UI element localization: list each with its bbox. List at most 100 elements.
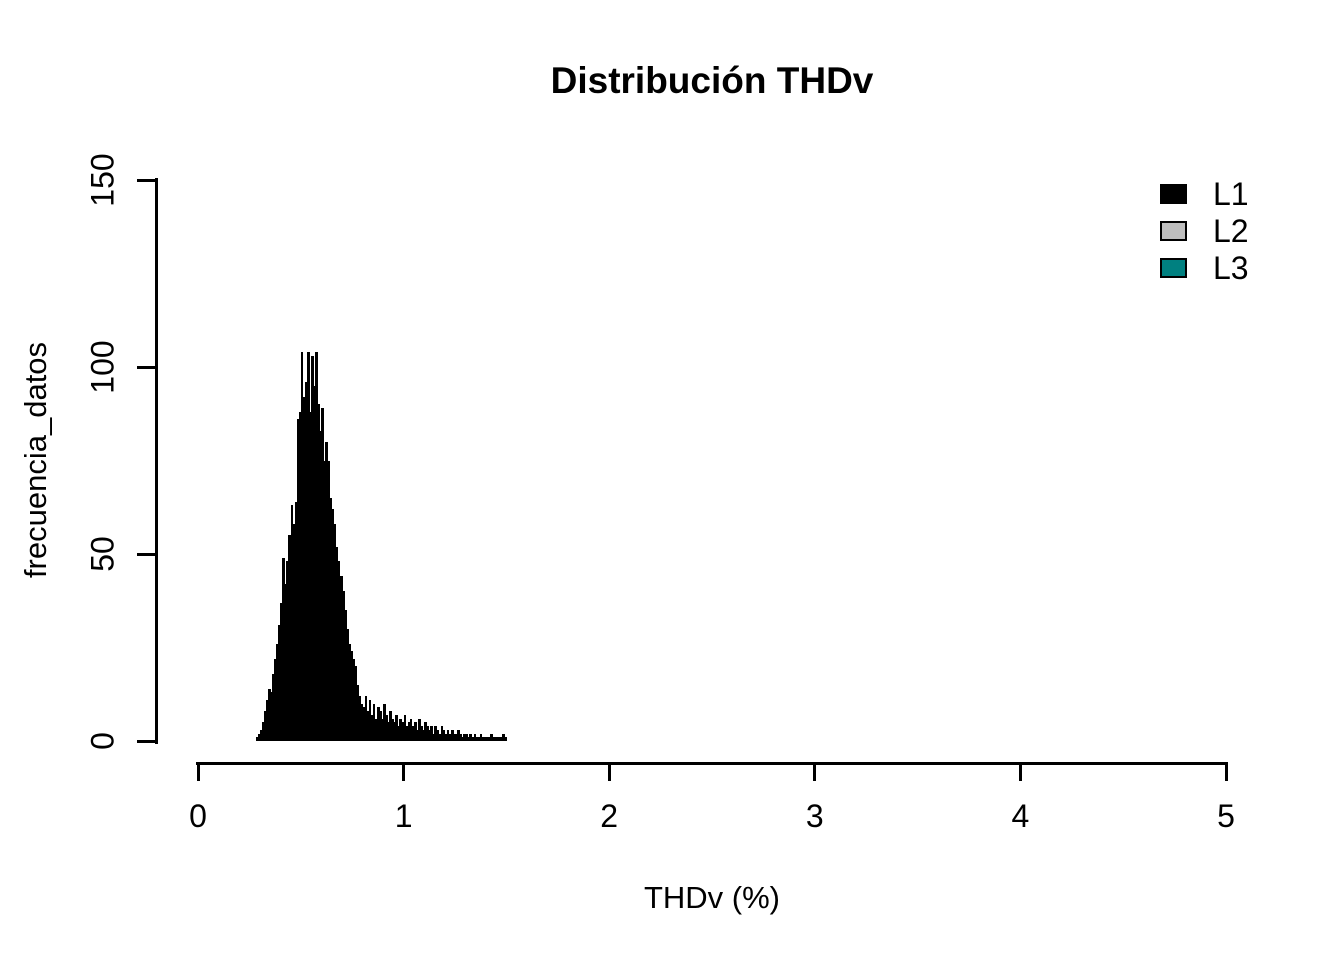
histogram-bar	[309, 411, 312, 741]
histogram-bar	[306, 352, 310, 741]
histogram-bar	[364, 696, 368, 741]
histogram-bar	[292, 524, 296, 741]
histogram-bar	[434, 726, 438, 741]
histogram-bar	[496, 737, 499, 741]
histogram-bar	[350, 651, 353, 741]
histogram-bar	[378, 711, 382, 741]
x-tick	[813, 763, 817, 781]
histogram-bar	[294, 501, 298, 741]
x-tick	[402, 763, 406, 781]
legend-item-l2: L2	[1160, 213, 1249, 249]
histogram-bar	[475, 737, 479, 741]
histogram-bar	[370, 714, 374, 741]
histogram-bar	[411, 726, 415, 741]
histogram-bar	[432, 733, 436, 741]
x-tick	[196, 763, 200, 781]
histogram-bar	[335, 546, 339, 741]
histogram-bar	[346, 628, 349, 741]
histogram-bar	[473, 733, 477, 741]
histogram-bar	[317, 404, 320, 741]
histogram-bar	[399, 718, 403, 741]
histogram-bar	[257, 733, 261, 741]
histogram-bar	[481, 737, 485, 741]
histogram-bar	[348, 643, 351, 741]
legend-item-l1: L1	[1160, 176, 1249, 212]
histogram-bar	[502, 733, 505, 741]
y-tick-label: 50	[84, 536, 121, 572]
histogram-bar	[440, 726, 444, 741]
histogram-bar	[492, 737, 495, 741]
histogram-bar	[282, 557, 285, 741]
chart-title: Distribución THDv	[550, 60, 874, 101]
y-tick	[137, 739, 155, 743]
histogram-bar	[393, 722, 396, 741]
legend-label: L1	[1213, 176, 1249, 212]
histogram-bar	[296, 419, 300, 741]
histogram-bar	[288, 535, 292, 741]
histogram-bar	[337, 561, 341, 741]
histogram-bar	[442, 729, 446, 741]
histogram-bar	[302, 396, 306, 741]
histogram-bar	[354, 666, 357, 741]
y-tick-label: 100	[84, 340, 121, 394]
histogram-bar	[261, 722, 265, 741]
histogram-bar	[376, 707, 380, 741]
histogram-bar	[487, 737, 491, 741]
legend-label: L2	[1213, 213, 1249, 249]
histogram-bar	[467, 737, 470, 741]
histogram-bar	[267, 688, 271, 741]
histogram-bar	[409, 718, 413, 741]
histogram-bar	[321, 408, 324, 741]
x-tick	[1224, 763, 1228, 781]
histogram-bar	[420, 726, 423, 741]
histogram-bar	[356, 684, 359, 741]
y-tick	[137, 178, 155, 182]
histogram-bar	[374, 718, 378, 741]
histogram-bar	[479, 733, 483, 741]
histogram-bar	[276, 643, 279, 741]
histogram-bar	[366, 711, 370, 741]
histogram-bar	[403, 714, 407, 741]
histogram-bar	[300, 352, 304, 741]
histogram-bar	[424, 722, 427, 741]
histogram-bar	[387, 722, 390, 741]
histogram-bar	[415, 729, 419, 741]
legend: L1 L2 L3	[1160, 176, 1249, 295]
histogram-bar	[391, 718, 394, 741]
histogram-bar	[395, 714, 399, 741]
histogram-bar	[469, 733, 473, 741]
histogram-bar	[298, 411, 302, 741]
histogram-bar	[438, 733, 442, 741]
histogram-bar	[372, 703, 376, 741]
histogram-bar	[389, 711, 392, 741]
histogram-bar	[380, 718, 384, 741]
histogram-bar	[459, 733, 462, 741]
histogram-bar	[485, 737, 489, 741]
x-tick-label: 4	[1011, 798, 1030, 834]
legend-swatch-icon	[1160, 258, 1187, 278]
histogram-bar	[311, 355, 314, 741]
histogram-bar	[463, 733, 466, 741]
histogram-bar	[452, 733, 456, 741]
histogram-bar	[323, 460, 327, 741]
histogram-bar	[401, 722, 405, 741]
histogram-bar	[446, 729, 450, 741]
y-tick	[137, 552, 155, 556]
histogram-bar	[397, 726, 401, 741]
y-axis-label: frecuencia_datos	[18, 341, 53, 579]
histogram-bar	[263, 711, 267, 741]
histogram-bar	[417, 718, 421, 741]
x-tick	[607, 763, 611, 781]
x-tick-label: 2	[600, 798, 619, 834]
histogram-bar	[471, 737, 475, 741]
histogram-bar	[274, 658, 277, 741]
histogram-bar	[457, 729, 460, 741]
histogram-bar	[465, 733, 468, 741]
x-tick-label: 3	[805, 798, 824, 834]
y-tick	[137, 365, 155, 369]
histogram-bar	[500, 737, 503, 741]
x-tick-label: 1	[394, 798, 413, 834]
histogram-bar	[278, 625, 281, 741]
histogram-bar	[259, 729, 263, 741]
